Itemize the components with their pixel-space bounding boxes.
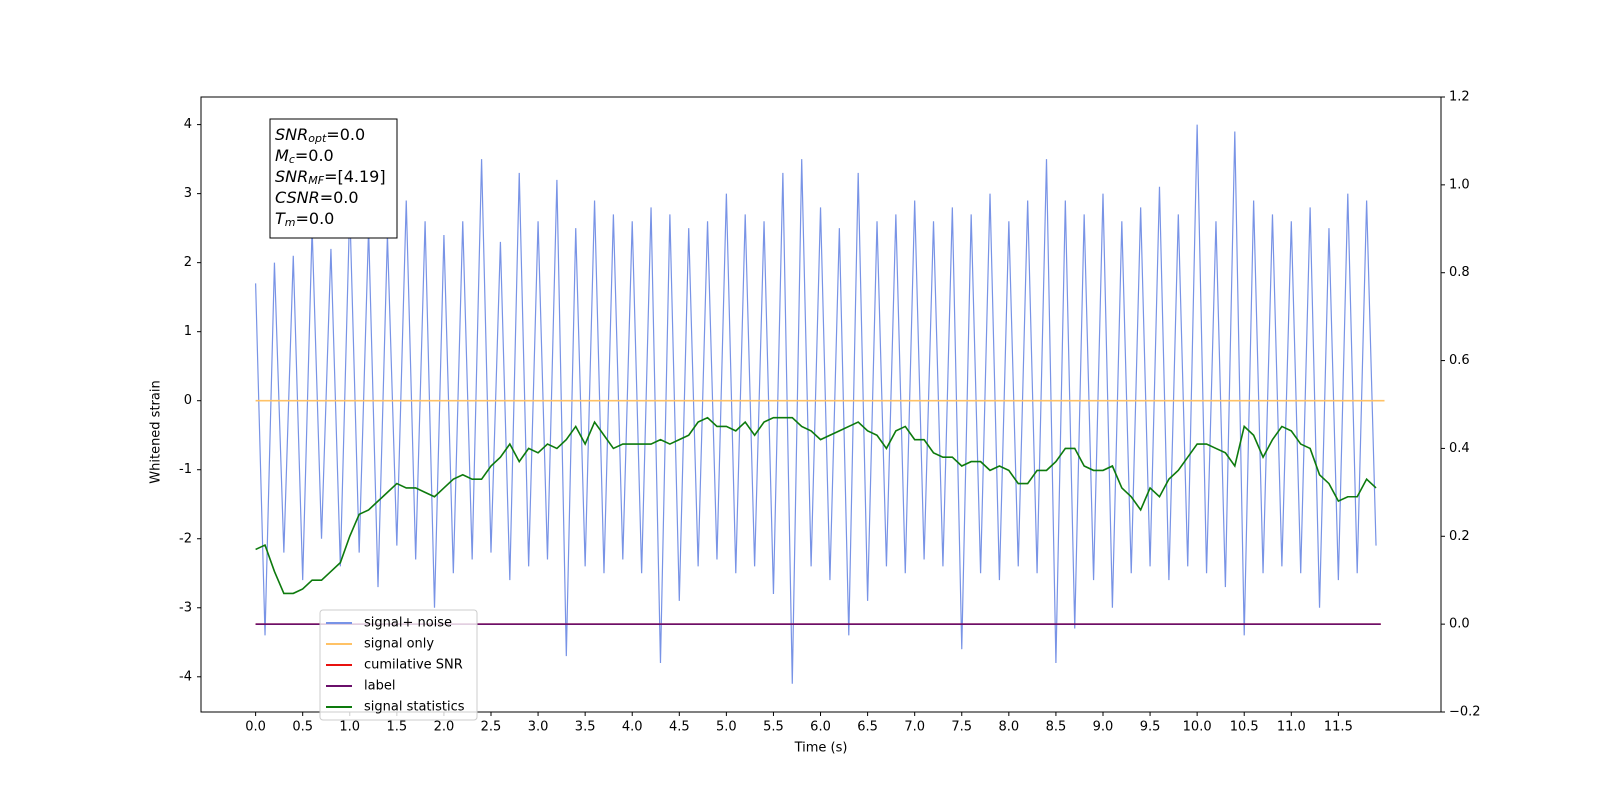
x-tick-label: 5.0: [716, 720, 737, 735]
x-tick-label: 10.5: [1230, 720, 1259, 735]
annotation-name: T: [275, 209, 286, 228]
x-tick-label: 4.0: [622, 720, 643, 735]
annotation-box: [269, 118, 398, 239]
y2-tick-label: 1.0: [1449, 177, 1470, 192]
x-tick-label: 4.5: [669, 720, 690, 735]
annotation-sub: c: [289, 153, 295, 166]
x-tick-label: 5.5: [763, 720, 784, 735]
annotation-name: SNR: [275, 125, 308, 144]
y-tick-label: -2: [179, 531, 192, 546]
annotation-name: SNR: [275, 167, 308, 186]
x-tick-label: 0.0: [245, 720, 266, 735]
annotation: CSNR=0.0: [275, 188, 359, 207]
x-tick-label: 2.5: [481, 720, 502, 735]
y2-tick-label: 0.4: [1449, 441, 1470, 456]
legend-box: [319, 609, 478, 721]
y2-tick-label: 0.8: [1449, 265, 1470, 280]
x-tick-label: 7.5: [951, 720, 972, 735]
x-tick-label: 0.5: [292, 720, 313, 735]
annotation-text: =0.0: [326, 125, 365, 144]
x-tick-label: 3.5: [575, 720, 596, 735]
y2-tick-label: 1.2: [1449, 90, 1470, 105]
y2-tick-label: −0.2: [1449, 705, 1481, 720]
x-tick-label: 6.0: [810, 720, 831, 735]
annotation-name: M: [275, 146, 289, 165]
y-tick-label: 3: [184, 186, 192, 201]
x-tick-label: 3.0: [528, 720, 549, 735]
annotation-text: =0.0: [296, 209, 335, 228]
legend-label: label: [364, 679, 395, 694]
annotation-sub: opt: [308, 132, 327, 145]
x-tick-label: 9.0: [1093, 720, 1114, 735]
series-line: [255, 416, 1377, 595]
legend-label: signal only: [364, 637, 434, 652]
y2-tick-label: 0.0: [1449, 617, 1470, 632]
series-line: [255, 124, 1377, 684]
x-tick-label: 7.0: [904, 720, 925, 735]
x-tick-label: 11.5: [1324, 720, 1353, 735]
annotation: Tm=0.0: [275, 209, 334, 230]
y-tick-label: -3: [179, 600, 192, 615]
y-tick-label: 2: [184, 255, 192, 270]
x-tick-label: 6.5: [857, 720, 878, 735]
legend-label: signal statistics: [364, 700, 465, 715]
y2-tick-label: 0.6: [1449, 353, 1470, 368]
annotation: SNRopt=0.0: [275, 125, 365, 146]
annotation: Mc=0.0: [275, 146, 334, 167]
annotation-text: =[4.19]: [324, 167, 386, 186]
x-tick-label: 11.0: [1277, 720, 1306, 735]
annotation-text: =0.0: [295, 146, 334, 165]
annotation: SNRMF=[4.19]: [275, 167, 386, 188]
x-tick-label: 2.0: [434, 720, 455, 735]
y-axis-label: Whitened strain: [149, 380, 164, 483]
x-axis-label: Time (s): [794, 741, 848, 756]
annotation-name: CSNR: [275, 188, 320, 207]
legend-label: cumilative SNR: [364, 658, 463, 673]
x-tick-label: 9.5: [1140, 720, 1161, 735]
y-tick-label: 4: [184, 117, 192, 132]
x-tick-label: 1.5: [386, 720, 407, 735]
x-tick-label: 8.5: [1046, 720, 1067, 735]
x-tick-label: 10.0: [1183, 720, 1212, 735]
x-tick-label: 1.0: [339, 720, 360, 735]
y-tick-label: 1: [184, 324, 192, 339]
annotation-sub: MF: [308, 174, 324, 187]
y-tick-label: -1: [179, 462, 192, 477]
y-tick-label: 0: [184, 393, 192, 408]
y-tick-label: -4: [179, 669, 192, 684]
annotation-text: =0.0: [320, 188, 359, 207]
y2-tick-label: 0.2: [1449, 529, 1470, 544]
x-tick-label: 8.0: [998, 720, 1019, 735]
legend-label: signal+ noise: [364, 616, 452, 631]
annotation-sub: m: [285, 216, 296, 229]
